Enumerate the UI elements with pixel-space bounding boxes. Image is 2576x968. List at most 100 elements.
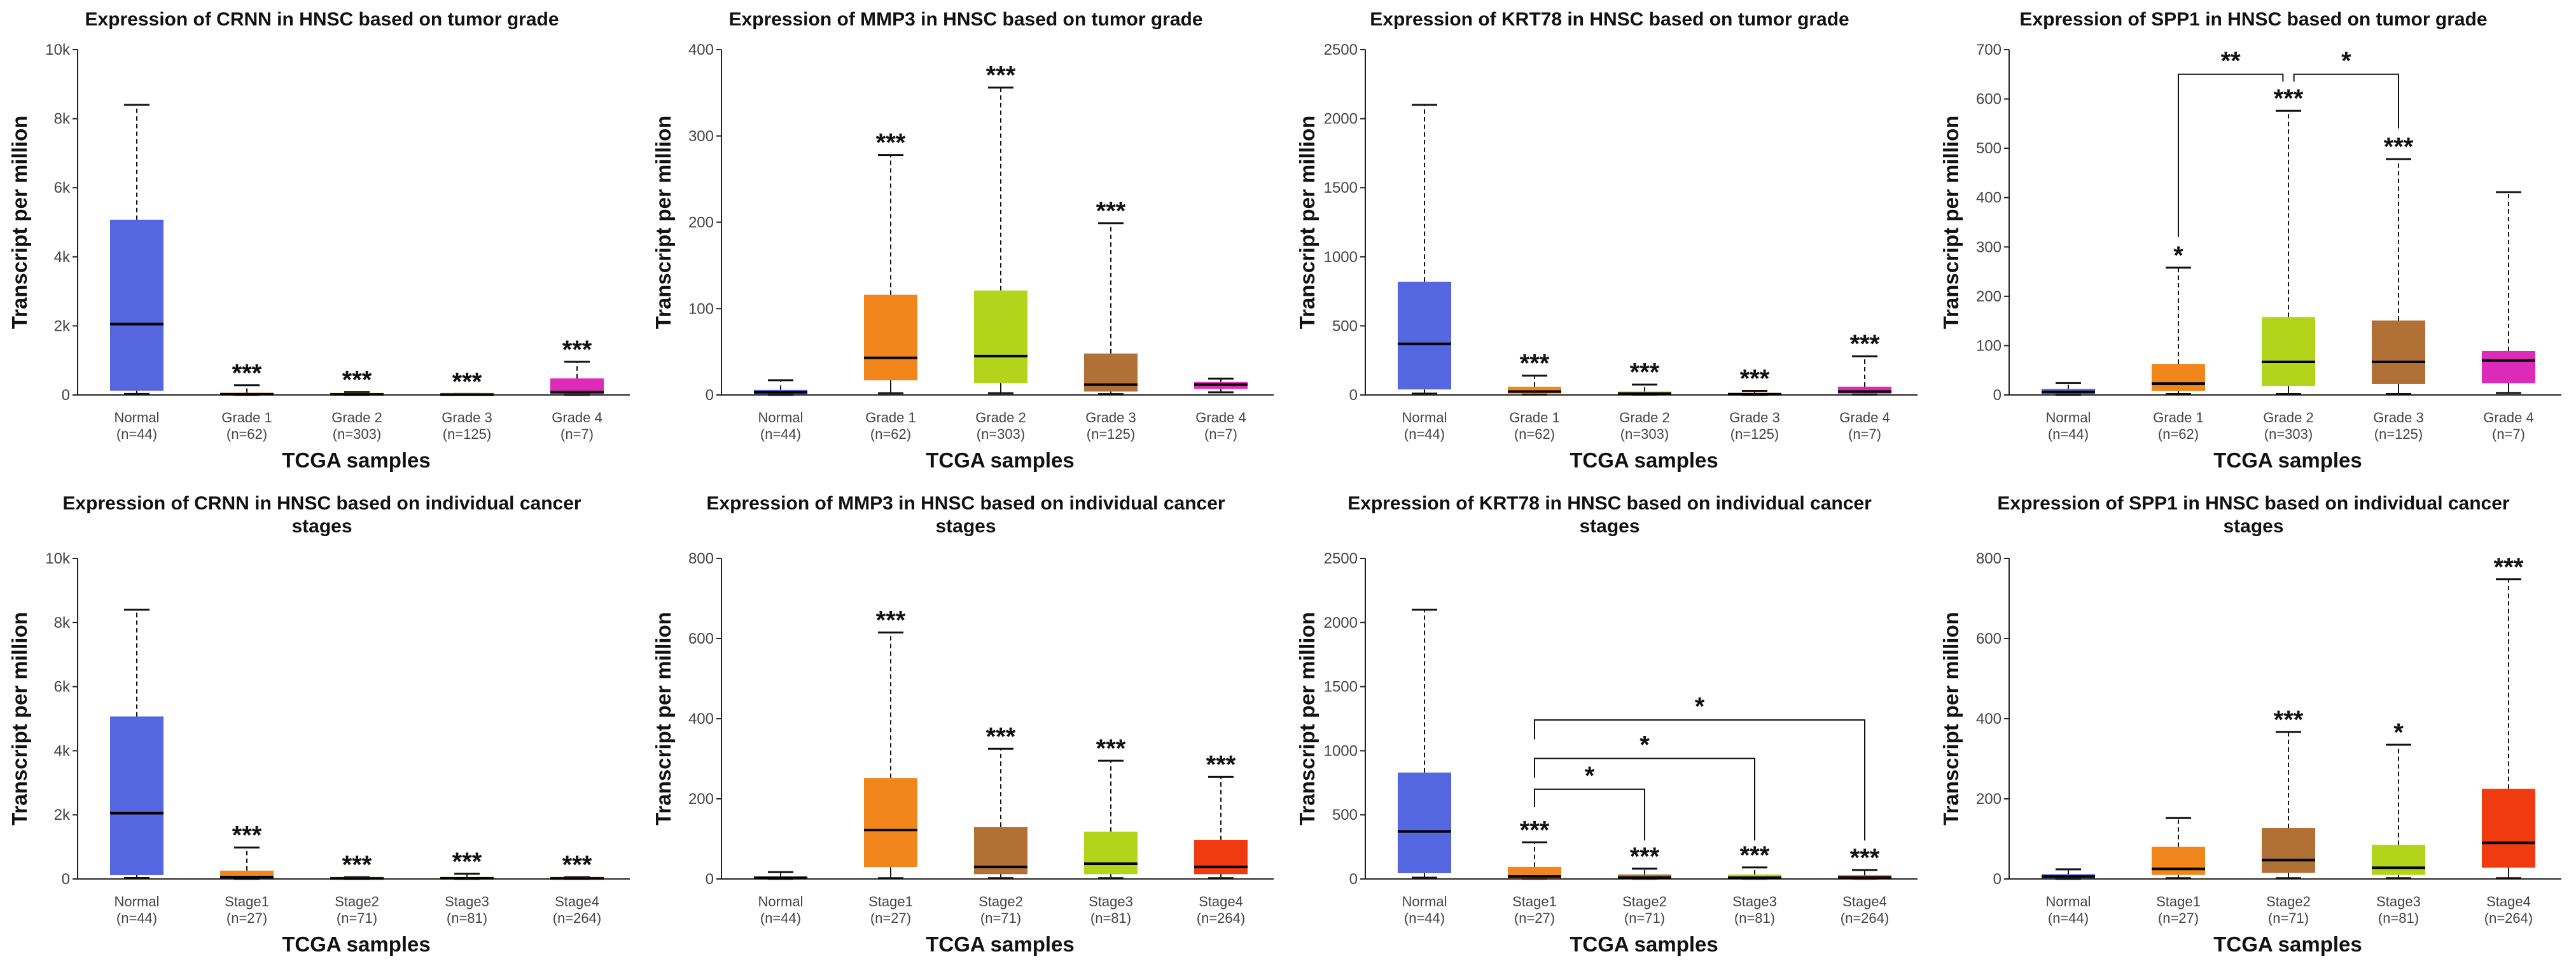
box (864, 778, 917, 868)
chart-title: Expression of MMP3 in HNSC based on indi… (706, 493, 1225, 514)
category-label: Grade 3 (1085, 410, 1136, 425)
significance-label: *** (876, 129, 906, 157)
y-tick-label: 600 (1976, 91, 2002, 108)
y-tick-label: 0 (1993, 387, 2002, 404)
chart-title: Expression of CRNN in HNSC based on tumo… (85, 9, 559, 30)
x-axis-label: TCGA samples (282, 932, 431, 956)
category-label: Normal (115, 894, 160, 909)
y-tick-label: 6k (54, 679, 71, 696)
category-count: (n=264) (2484, 910, 2533, 926)
y-axis-label: Transcript per million (8, 116, 31, 329)
comparison-bracket (1534, 757, 1755, 841)
category-label: Grade 1 (221, 410, 272, 425)
chart-title: Expression of SPP1 in HNSC based on indi… (1997, 493, 2510, 514)
y-tick-label: 2k (54, 317, 71, 335)
category-count: (n=7) (560, 426, 594, 442)
y-tick-label: 10k (45, 41, 71, 59)
category-count: (n=125) (443, 426, 491, 442)
y-tick-label: 0 (62, 387, 70, 404)
y-tick-label: 200 (688, 791, 714, 808)
significance-label: *** (342, 366, 372, 394)
category-label: Stage1 (225, 894, 269, 909)
box (110, 219, 164, 391)
significance-label: *** (1520, 817, 1550, 845)
box (1194, 840, 1248, 875)
box (2262, 827, 2315, 873)
category-count: (n=264) (1197, 910, 1245, 926)
category-label: Grade 1 (2153, 410, 2204, 425)
y-tick-label: 400 (688, 710, 714, 728)
chart-panel: Expression of CRNN in HNSC based on tumo… (8, 9, 630, 472)
y-tick-label: 1500 (1324, 679, 1358, 696)
box (1398, 772, 1451, 873)
category-count: (n=71) (2268, 910, 2309, 926)
category-count: (n=44) (760, 910, 801, 926)
y-tick-label: 0 (1349, 871, 1358, 888)
significance-label: *** (1096, 735, 1126, 763)
chart-panel: Expression of KRT78 in HNSC based on tum… (1295, 9, 1918, 472)
chart-panel: Expression of CRNN in HNSC based on indi… (8, 493, 630, 956)
y-tick-label: 1500 (1324, 179, 1358, 197)
y-axis-label: Transcript per million (1939, 116, 1963, 329)
category-label: Stage2 (335, 894, 379, 909)
y-axis-label: Transcript per million (1939, 612, 1963, 826)
x-axis-label: TCGA samples (2213, 448, 2362, 472)
category-label: Stage1 (2156, 894, 2201, 909)
category-label: Stage2 (2266, 894, 2311, 909)
category-label: Grade 3 (2373, 410, 2424, 425)
x-axis-label: TCGA samples (926, 448, 1075, 472)
category-label: Grade 2 (2263, 410, 2314, 425)
bracket-significance-label: ** (2221, 47, 2241, 75)
y-tick-label: 400 (1976, 710, 2002, 728)
box (1838, 386, 1891, 394)
y-tick-label: 200 (688, 214, 714, 232)
chart-title: stages (935, 516, 996, 537)
bracket-significance-label: * (2341, 47, 2351, 75)
y-tick-label: 700 (1976, 41, 2002, 59)
y-tick-label: 200 (1976, 791, 2002, 808)
category-label: Stage4 (1199, 894, 1243, 909)
category-label: Stage2 (978, 894, 1023, 909)
y-tick-label: 0 (706, 387, 714, 404)
y-tick-label: 400 (688, 41, 714, 59)
y-tick-label: 2500 (1324, 41, 1358, 59)
box (2262, 317, 2315, 387)
category-label: Normal (115, 410, 160, 425)
x-axis-label: TCGA samples (926, 932, 1075, 956)
category-label: Grade 1 (1509, 410, 1560, 425)
y-tick-label: 4k (54, 742, 71, 759)
significance-label: *** (1630, 843, 1660, 871)
y-tick-label: 600 (1976, 630, 2002, 647)
significance-label: *** (1740, 364, 1770, 392)
category-label: Grade 4 (1195, 410, 1246, 425)
box (2372, 845, 2425, 875)
significance-label: *** (1850, 330, 1880, 358)
y-tick-label: 800 (688, 550, 714, 567)
category-label: Stage1 (1512, 894, 1557, 909)
chart-title: stages (291, 516, 352, 537)
bracket-significance-label: * (1695, 693, 1705, 721)
box (864, 294, 917, 380)
category-count: (n=7) (1848, 426, 1881, 442)
category-label: Normal (2046, 894, 2091, 909)
y-tick-label: 100 (688, 300, 714, 317)
category-count: (n=81) (2378, 910, 2419, 926)
chart-title: stages (2223, 516, 2283, 537)
significance-label: *** (876, 607, 906, 635)
category-count: (n=62) (870, 426, 911, 442)
x-axis-label: TCGA samples (282, 448, 431, 472)
category-label: Stage4 (2486, 894, 2531, 909)
category-count: (n=44) (2048, 426, 2089, 442)
box (2152, 364, 2205, 391)
category-count: (n=44) (2048, 910, 2089, 926)
significance-label: *** (2384, 133, 2414, 161)
chart-title: Expression of SPP1 in HNSC based on tumo… (2019, 9, 2487, 30)
category-count: (n=62) (1514, 426, 1555, 442)
box (2482, 789, 2535, 868)
category-label: Grade 3 (1729, 410, 1780, 425)
category-count: (n=264) (1841, 910, 1889, 926)
y-tick-label: 500 (1976, 140, 2002, 157)
y-tick-label: 600 (688, 630, 714, 647)
box (1508, 386, 1561, 394)
